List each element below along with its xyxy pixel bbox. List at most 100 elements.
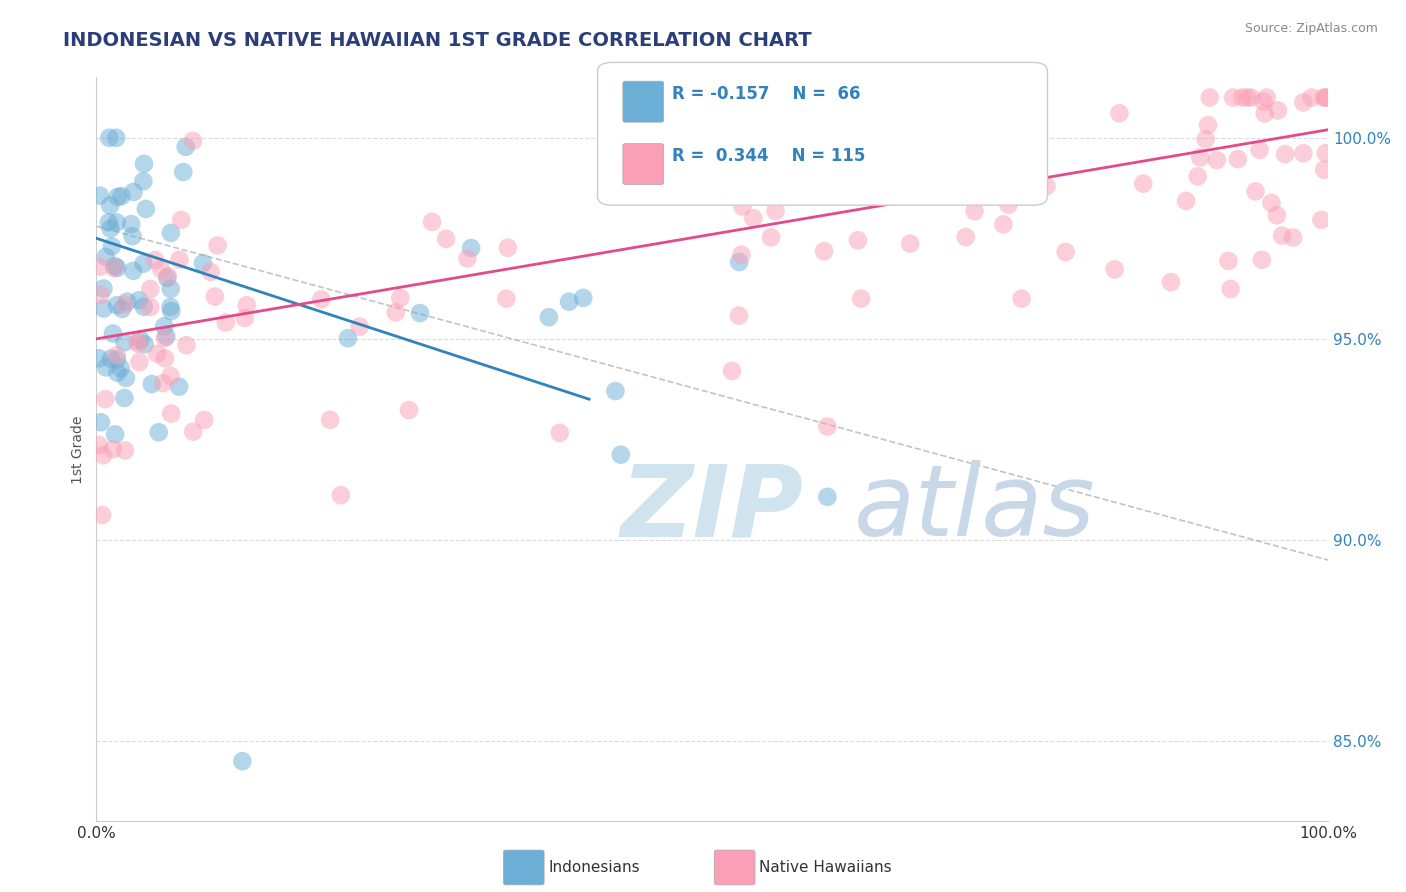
Native Hawaiians bbox=[156, 269, 179, 284]
Native Hawaiians bbox=[1253, 106, 1275, 120]
Indonesians bbox=[110, 189, 132, 203]
Native Hawaiians bbox=[1222, 90, 1244, 104]
Indonesians bbox=[121, 229, 143, 244]
Indonesians bbox=[174, 140, 197, 154]
Native Hawaiians bbox=[849, 292, 872, 306]
Indonesians bbox=[132, 257, 155, 271]
Native Hawaiians bbox=[731, 199, 754, 213]
Native Hawaiians bbox=[776, 157, 799, 171]
Native Hawaiians bbox=[1054, 244, 1077, 259]
Indonesians bbox=[104, 259, 127, 273]
Native Hawaiians bbox=[993, 218, 1015, 232]
Native Hawaiians bbox=[204, 289, 226, 303]
Native Hawaiians bbox=[311, 293, 333, 307]
Indonesians bbox=[105, 215, 128, 229]
Native Hawaiians bbox=[127, 336, 149, 351]
Indonesians bbox=[610, 448, 633, 462]
Indonesians bbox=[89, 188, 111, 202]
Native Hawaiians bbox=[1132, 177, 1154, 191]
Indonesians bbox=[122, 185, 145, 199]
Indonesians bbox=[605, 384, 627, 398]
Indonesians bbox=[141, 377, 163, 392]
Indonesians bbox=[98, 198, 121, 212]
Text: Native Hawaiians: Native Hawaiians bbox=[759, 861, 891, 875]
Native Hawaiians bbox=[176, 338, 198, 352]
Native Hawaiians bbox=[159, 368, 181, 383]
Native Hawaiians bbox=[848, 111, 870, 125]
Native Hawaiians bbox=[1244, 185, 1267, 199]
Indonesians bbox=[101, 239, 124, 253]
Native Hawaiians bbox=[1175, 194, 1198, 208]
Native Hawaiians bbox=[846, 233, 869, 247]
Indonesians bbox=[135, 202, 157, 216]
Indonesians bbox=[728, 255, 751, 269]
Indonesians bbox=[159, 282, 181, 296]
Native Hawaiians bbox=[759, 230, 782, 244]
Native Hawaiians bbox=[997, 198, 1019, 212]
Native Hawaiians bbox=[1197, 118, 1219, 132]
Native Hawaiians bbox=[127, 334, 149, 349]
Native Hawaiians bbox=[955, 230, 977, 244]
Text: INDONESIAN VS NATIVE HAWAIIAN 1ST GRADE CORRELATION CHART: INDONESIAN VS NATIVE HAWAIIAN 1ST GRADE … bbox=[63, 31, 811, 50]
Text: ZIP: ZIP bbox=[620, 460, 804, 558]
Native Hawaiians bbox=[1226, 152, 1249, 166]
Native Hawaiians bbox=[548, 425, 571, 440]
Text: Source: ZipAtlas.com: Source: ZipAtlas.com bbox=[1244, 22, 1378, 36]
Native Hawaiians bbox=[103, 261, 125, 276]
Native Hawaiians bbox=[815, 419, 838, 434]
Native Hawaiians bbox=[160, 407, 183, 421]
Native Hawaiians bbox=[139, 300, 162, 314]
Y-axis label: 1st Grade: 1st Grade bbox=[72, 416, 86, 483]
Native Hawaiians bbox=[1260, 195, 1282, 210]
Native Hawaiians bbox=[1250, 252, 1272, 267]
Native Hawaiians bbox=[1021, 118, 1043, 132]
Indonesians bbox=[112, 391, 135, 405]
Native Hawaiians bbox=[1292, 146, 1315, 161]
Indonesians bbox=[132, 300, 155, 314]
Indonesians bbox=[191, 256, 214, 270]
Native Hawaiians bbox=[434, 232, 457, 246]
Native Hawaiians bbox=[742, 211, 765, 226]
Indonesians bbox=[336, 331, 359, 345]
Indonesians bbox=[94, 250, 117, 264]
Indonesians bbox=[167, 380, 190, 394]
Indonesians bbox=[101, 326, 124, 341]
Native Hawaiians bbox=[758, 136, 780, 150]
Indonesians bbox=[572, 291, 595, 305]
Native Hawaiians bbox=[114, 443, 136, 458]
Native Hawaiians bbox=[181, 134, 204, 148]
Native Hawaiians bbox=[87, 438, 110, 452]
Native Hawaiians bbox=[153, 331, 176, 345]
Indonesians bbox=[122, 264, 145, 278]
Native Hawaiians bbox=[894, 128, 917, 142]
Native Hawaiians bbox=[169, 252, 191, 267]
Native Hawaiians bbox=[233, 310, 256, 325]
Native Hawaiians bbox=[389, 291, 412, 305]
Native Hawaiians bbox=[728, 309, 751, 323]
Native Hawaiians bbox=[1108, 106, 1130, 120]
Indonesians bbox=[132, 157, 155, 171]
Indonesians bbox=[155, 329, 177, 343]
Indonesians bbox=[100, 351, 122, 366]
Native Hawaiians bbox=[1292, 95, 1315, 110]
Native Hawaiians bbox=[349, 319, 371, 334]
Native Hawaiians bbox=[1160, 275, 1182, 289]
Text: Indonesians: Indonesians bbox=[548, 861, 640, 875]
Native Hawaiians bbox=[963, 204, 986, 219]
Indonesians bbox=[231, 754, 253, 768]
Indonesians bbox=[97, 215, 120, 229]
Indonesians bbox=[104, 427, 127, 442]
Indonesians bbox=[90, 415, 112, 429]
Indonesians bbox=[132, 174, 155, 188]
Native Hawaiians bbox=[91, 448, 114, 462]
Indonesians bbox=[115, 371, 138, 385]
Indonesians bbox=[537, 310, 560, 325]
Native Hawaiians bbox=[1256, 90, 1278, 104]
Native Hawaiians bbox=[1219, 282, 1241, 296]
Indonesians bbox=[153, 319, 176, 334]
Indonesians bbox=[815, 490, 838, 504]
Native Hawaiians bbox=[181, 425, 204, 439]
Text: R = -0.157    N =  66: R = -0.157 N = 66 bbox=[672, 85, 860, 103]
Indonesians bbox=[105, 352, 128, 367]
Native Hawaiians bbox=[139, 282, 162, 296]
